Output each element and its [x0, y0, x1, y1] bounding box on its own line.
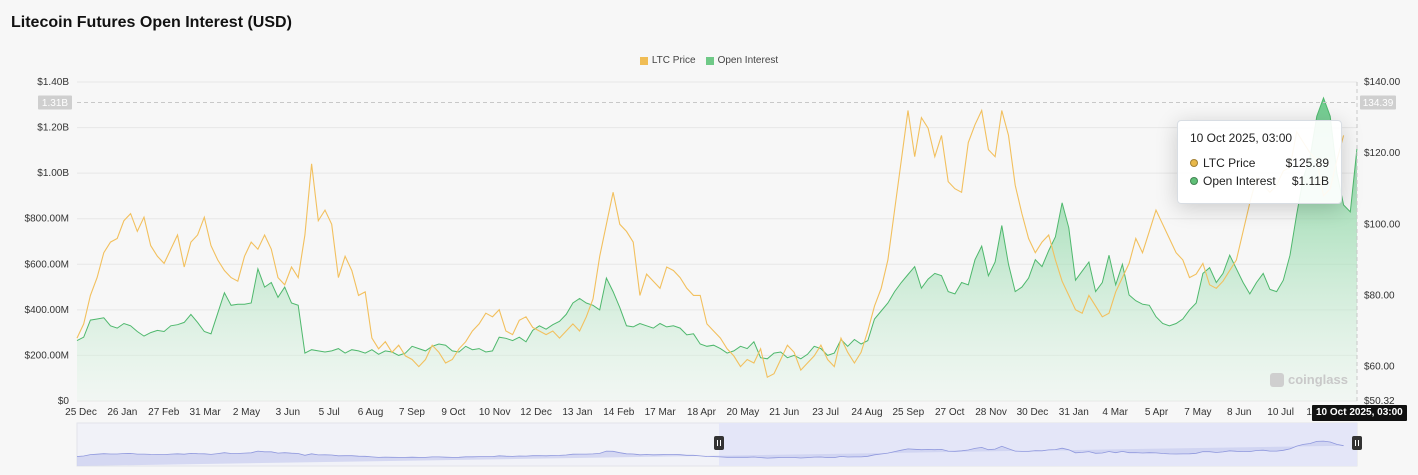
legend: LTC Price Open Interest: [0, 55, 1418, 66]
x-axis-tick-label: 10 Jul: [1267, 407, 1294, 418]
navigator-selection: [719, 423, 1357, 466]
x-axis-tick-label: 14 Feb: [603, 407, 635, 418]
x-axis-tick-label: 21 Jun: [769, 407, 799, 418]
x-axis-tick-label: 3 Jun: [276, 407, 300, 418]
tooltip-value-ltc-price: $125.89: [1285, 156, 1329, 170]
tooltip-dot-open-interest: [1190, 177, 1198, 185]
tooltip-value-open-interest: $1.11B: [1291, 174, 1329, 188]
x-axis-tick-label: 10 Nov: [479, 407, 511, 418]
x-axis-tick-label: 23 Jul: [812, 407, 839, 418]
chart-title: Litecoin Futures Open Interest (USD): [11, 14, 292, 31]
x-axis-tick-label: 25 Dec: [65, 407, 97, 418]
left-axis-tick-label: $1.40B: [37, 77, 69, 88]
left-axis-tick-label: $800.00M: [25, 214, 69, 225]
right-axis-min-label: $50.32: [1364, 396, 1395, 407]
x-axis-tick-label: 5 Apr: [1145, 407, 1169, 418]
x-axis-tick-label: 12 Dec: [520, 407, 552, 418]
x-axis-tick-label: 9 Oct: [441, 407, 465, 418]
left-axis-tick-label: $600.00M: [25, 259, 69, 270]
left-y-axis: $0 $200.00M $400.00M $600.00M $800.00M $1.00B…: [25, 77, 70, 407]
navigator-left-handle[interactable]: [714, 436, 724, 450]
right-axis-tick-label: $120.00: [1364, 148, 1401, 159]
handle-grip: [714, 436, 724, 450]
x-axis-tick-label: 13 Jan: [562, 407, 592, 418]
x-axis-tick-label: 7 Sep: [399, 407, 426, 418]
tooltip: 10 Oct 2025, 03:00 LTC Price $125.89 Ope…: [1177, 120, 1342, 204]
right-y-axis: $60.00 $80.00 $100.00 $120.00 $140.00 $50.32: [1364, 77, 1401, 407]
x-axis-tick-label: 2 May: [233, 407, 260, 418]
x-axis-tick-label: 20 May: [726, 407, 759, 418]
legend-item-ltc-price[interactable]: LTC Price: [639, 55, 696, 66]
crosshair-right-value: 134.39: [1363, 98, 1394, 109]
tooltip-date: 10 Oct 2025, 03:00: [1190, 131, 1293, 145]
x-axis-tick-label: 31 Jan: [1059, 407, 1089, 418]
navigator-right-handle[interactable]: [1352, 436, 1362, 450]
right-axis-tick-label: $60.00: [1364, 362, 1395, 373]
coinglass-logo-icon: [1270, 372, 1284, 387]
x-axis-tick-label: 28 Nov: [975, 407, 1007, 418]
open-interest-series-line: [76, 96, 1358, 360]
crosshair-x-label: 10 Oct 2025, 03:00: [1312, 405, 1407, 421]
x-axis-tick-label: 24 Aug: [851, 407, 882, 418]
tooltip-dot-ltc-price: [1190, 159, 1198, 167]
legend-label-open-interest: Open Interest: [717, 55, 779, 66]
x-axis-tick-label: 27 Feb: [148, 407, 180, 418]
watermark-text: coinglass: [1288, 372, 1348, 387]
right-axis-tick-label: $140.00: [1364, 77, 1401, 88]
tooltip-label-ltc-price: LTC Price: [1203, 156, 1256, 170]
navigator-line: [76, 440, 1344, 459]
left-axis-tick-label: $0: [58, 396, 70, 407]
x-axis-tick-label: 27 Oct: [935, 407, 965, 418]
tooltip-label-open-interest: Open Interest: [1203, 174, 1276, 188]
tooltip-row-ltc-price: LTC Price $125.89: [1190, 154, 1329, 172]
legend-swatch-ltc-price: [639, 56, 648, 65]
x-axis-tick-label: 4 Mar: [1102, 407, 1128, 418]
crosshair-right-badge: [1360, 95, 1396, 110]
crosshair-left-badge: [38, 95, 72, 110]
legend-swatch-open-interest: [705, 56, 714, 65]
x-axis-tick-label: 25 Sep: [892, 407, 924, 418]
x-axis-tick-label: 7 May: [1184, 407, 1211, 418]
left-axis-tick-label: $1.00B: [37, 168, 69, 179]
open-interest-line: [76, 96, 1358, 360]
x-axis-tick-label: 17 Mar: [645, 407, 677, 418]
open-interest-area: [77, 97, 1357, 402]
legend-item-open-interest[interactable]: Open Interest: [705, 55, 779, 66]
crosshair-left-value: 1.31B: [42, 98, 68, 109]
crosshair: 1.31B 134.39: [38, 82, 1396, 401]
right-axis-tick-label: $100.00: [1364, 219, 1401, 230]
x-axis-tick-label: 6 Aug: [358, 407, 384, 418]
watermark: coinglass: [1270, 372, 1348, 387]
x-axis-tick-label: 30 Dec: [1017, 407, 1049, 418]
right-axis-tick-label: $80.00: [1364, 290, 1395, 301]
left-axis-tick-label: $1.20B: [37, 123, 69, 134]
x-axis-tick-label: 31 Mar: [190, 407, 222, 418]
x-axis: 25 Dec 26 Jan 27 Feb 31 Mar 2 May 3 Jun 5 Jul 6…: [65, 407, 1337, 418]
ltc-price-series-line: [76, 108, 1345, 379]
tooltip-row-open-interest: Open Interest $1.11B: [1190, 172, 1329, 190]
x-axis-tick-label: 8 Jun: [1227, 407, 1251, 418]
x-axis-tick-label: 5 Jul: [319, 407, 340, 418]
handle-grip: [1352, 436, 1362, 450]
navigator-area: [77, 441, 1344, 466]
left-axis-tick-label: $400.00M: [25, 305, 69, 316]
open-interest-area-fill: [77, 97, 1357, 402]
left-axis-tick-label: $200.00M: [25, 350, 69, 361]
range-navigator[interactable]: [76, 422, 1362, 467]
ltc-price-line: [76, 108, 1345, 379]
legend-label-ltc-price: LTC Price: [651, 55, 696, 66]
x-axis-tick-label: 18 Apr: [687, 407, 717, 418]
x-axis-tick-label: 26 Jan: [107, 407, 137, 418]
